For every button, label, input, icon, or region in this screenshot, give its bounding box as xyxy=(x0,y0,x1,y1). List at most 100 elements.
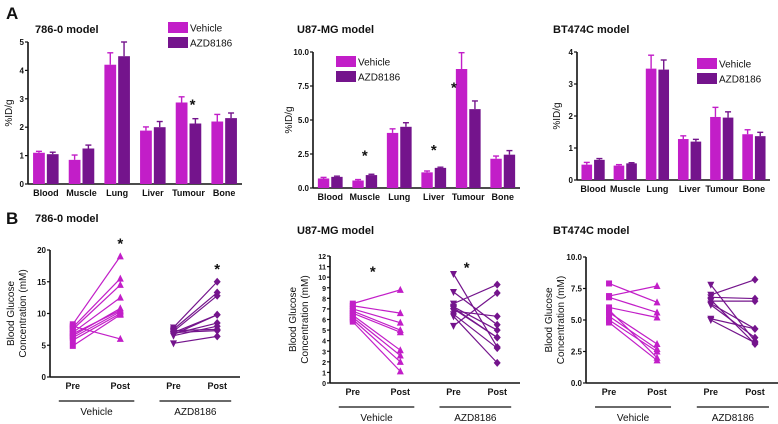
y-tick-label: 0 xyxy=(20,180,25,189)
marker-post-diamond xyxy=(493,344,501,353)
y-tick-label: 6 xyxy=(322,318,326,325)
y-tick-label: 12 xyxy=(318,254,326,261)
bar-azd8186 xyxy=(434,167,447,188)
y-tick-label: 2 xyxy=(569,112,574,121)
marker-post-triangle xyxy=(396,346,404,354)
chart-title: U87-MG model xyxy=(297,24,374,36)
y-tick-label: 2.5 xyxy=(298,150,310,159)
x-tick-label: Post xyxy=(391,387,411,397)
bar-azd8186 xyxy=(722,117,734,180)
paired-line xyxy=(453,315,498,364)
paired-line xyxy=(72,314,121,347)
marker-post-triangle xyxy=(396,357,404,365)
legend-label: AZD8186 xyxy=(358,73,401,84)
paired-line xyxy=(452,273,498,348)
marker-post-diamond xyxy=(493,358,501,367)
marker-pre-inverted-triangle xyxy=(707,317,715,324)
y-tick-label: 3 xyxy=(569,80,574,89)
legend-swatch-vehicle xyxy=(168,22,188,33)
bar-azd8186 xyxy=(189,123,202,184)
legend-swatch-azd8186 xyxy=(168,37,188,48)
x-tick-label: Lung xyxy=(388,192,410,202)
significance-asterisk: * xyxy=(451,80,457,97)
marker-post-diamond xyxy=(493,333,501,342)
panel-label-b: B xyxy=(6,209,18,228)
marker-post-triangle xyxy=(653,339,661,347)
bar-azd8186 xyxy=(469,109,481,188)
bar-vehicle xyxy=(33,152,45,184)
legend-label: Vehicle xyxy=(190,24,223,35)
legend-swatch-azd8186 xyxy=(336,71,356,82)
x-tick-label: Liver xyxy=(142,188,164,198)
x-tick-label: Blood xyxy=(580,184,606,194)
x-tick-label: Tumour xyxy=(705,184,738,194)
paired-line xyxy=(710,299,756,345)
paired-line xyxy=(173,330,218,334)
y-axis-label: %ID/g xyxy=(4,99,15,126)
bar-vehicle xyxy=(211,121,224,184)
y-tick-label: 2 xyxy=(20,123,25,132)
x-tick-label: Tumour xyxy=(172,188,205,198)
marker-pre-square xyxy=(69,323,76,330)
x-tick-label: Post xyxy=(487,387,507,397)
y-tick-label: 4 xyxy=(20,66,25,75)
paired-line xyxy=(173,325,218,337)
paired-line xyxy=(352,316,401,356)
marker-post-triangle xyxy=(653,298,661,306)
y-tick-label: 4 xyxy=(322,339,326,346)
paired-line xyxy=(72,311,121,339)
y-tick-label: 9 xyxy=(322,286,326,293)
marker-post-diamond xyxy=(493,289,501,298)
bar-azd8186 xyxy=(658,69,670,180)
group-label: Vehicle xyxy=(80,407,113,418)
marker-post-triangle xyxy=(396,328,404,336)
paired-line xyxy=(72,284,121,330)
paired-line xyxy=(173,295,218,332)
paired-line xyxy=(72,312,121,341)
y-tick-label: 0.0 xyxy=(571,379,583,388)
y-tick-label: 7.5 xyxy=(298,82,310,91)
x-tick-label: Liver xyxy=(423,192,445,202)
paired-line xyxy=(453,284,498,305)
x-tick-label: Pre xyxy=(166,381,181,391)
paired-line xyxy=(72,256,121,325)
bar-azd8186 xyxy=(626,163,637,180)
chart-a2: U87-MG model 0.0 2.5 5.0 7.5 10.0 %ID/g Blood Mu… xyxy=(284,24,520,202)
marker-post-diamond xyxy=(751,339,759,348)
marker-pre-inverted-triangle xyxy=(450,288,457,296)
paired-line xyxy=(710,318,756,330)
legend-swatch-vehicle xyxy=(336,56,356,67)
marker-pre-square xyxy=(69,330,76,337)
paired-line xyxy=(173,281,218,328)
y-tick-label: 2 xyxy=(322,360,326,367)
bar-azd8186 xyxy=(153,127,166,184)
x-tick-label: Tumour xyxy=(452,192,485,202)
y-tick-label: 0 xyxy=(322,381,326,388)
marker-pre-inverted-triangle xyxy=(170,331,177,339)
y-tick-label: 0 xyxy=(569,176,574,185)
paired-line xyxy=(608,306,658,319)
marker-post-triangle xyxy=(653,313,661,321)
x-tick-label: Lung xyxy=(646,184,668,194)
chart-title: BT474C model xyxy=(553,225,629,237)
marker-post-triangle xyxy=(116,252,124,260)
y-tick-label: 10.0 xyxy=(293,48,309,57)
bar-vehicle xyxy=(104,64,117,184)
marker-pre-inverted-triangle xyxy=(450,270,457,278)
paired-line xyxy=(352,321,401,372)
paired-line xyxy=(352,308,401,324)
marker-post-triangle xyxy=(653,281,661,289)
y-tick-label: 5 xyxy=(20,38,25,47)
significance-asterisk: * xyxy=(464,259,470,276)
paired-line xyxy=(72,297,121,334)
x-tick-label: Muscle xyxy=(610,184,641,194)
marker-post-triangle xyxy=(116,334,124,342)
marker-pre-inverted-triangle xyxy=(170,340,177,348)
marker-pre-square xyxy=(69,326,76,333)
group-label: Vehicle xyxy=(360,413,393,424)
y-axis-label: %ID/g xyxy=(284,106,295,133)
legend-label: Vehicle xyxy=(719,60,752,71)
bar-vehicle xyxy=(581,164,593,180)
y-tick-label: 7.5 xyxy=(571,285,583,294)
significance-asterisk: * xyxy=(214,261,220,278)
